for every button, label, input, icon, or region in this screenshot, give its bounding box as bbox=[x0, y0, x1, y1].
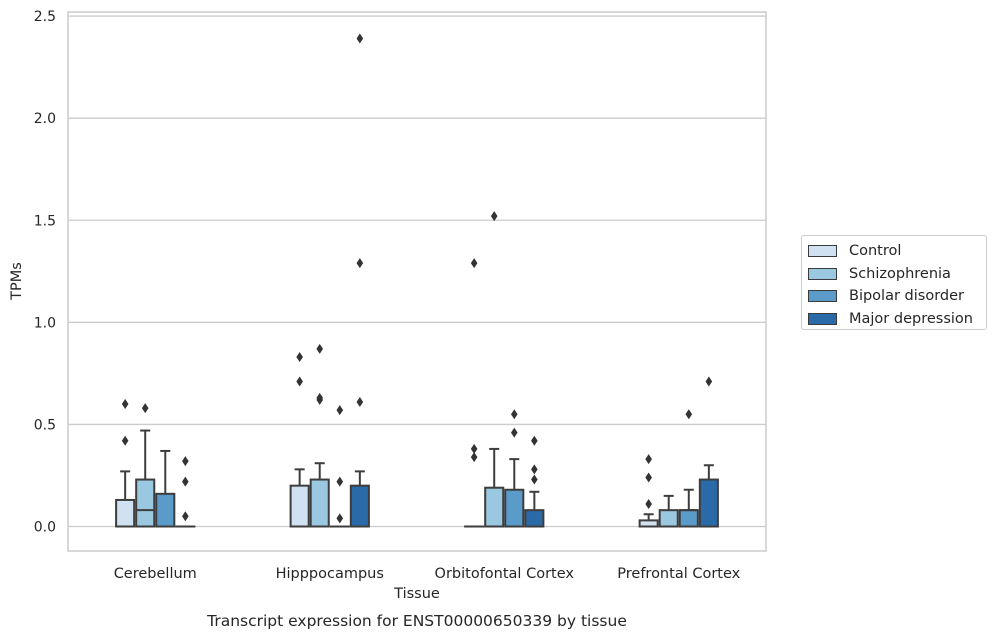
legend-item-control: Control bbox=[808, 240, 986, 263]
legend-label-bipolar-disorder: Bipolar disorder bbox=[849, 288, 964, 305]
outlier-point bbox=[316, 343, 324, 354]
box bbox=[155, 492, 176, 528]
legend-item-schizophrenia: Schizophrenia bbox=[808, 263, 986, 286]
outlier-point bbox=[336, 405, 344, 416]
outlier-point bbox=[645, 454, 652, 465]
outlier-point bbox=[470, 443, 478, 454]
x-axis-ticks: Cerebellum Hipppocampus Orbitofontal Corte… bbox=[114, 566, 741, 582]
legend-label-control: Control bbox=[849, 243, 902, 260]
y-tick-label: 1.5 bbox=[34, 213, 56, 229]
box-group bbox=[524, 435, 545, 528]
outlier-point bbox=[296, 352, 303, 363]
outlier-point bbox=[182, 476, 189, 487]
box bbox=[135, 478, 156, 528]
outlier-point bbox=[356, 33, 364, 44]
box-group bbox=[678, 409, 699, 528]
y-tick-label: 0.5 bbox=[34, 417, 56, 433]
legend-swatch-bipolar-disorder bbox=[808, 290, 837, 303]
box-group bbox=[504, 409, 525, 528]
box bbox=[484, 486, 505, 528]
outlier-point bbox=[356, 258, 364, 269]
outlier-point bbox=[510, 409, 518, 420]
boxes bbox=[115, 33, 719, 528]
outlier-point bbox=[470, 452, 478, 463]
y-tick-label: 2.5 bbox=[34, 9, 56, 25]
y-axis-ticks: 0.0 0.5 1.0 1.5 2.0 2.5 bbox=[34, 9, 56, 535]
outlier-point bbox=[336, 476, 344, 487]
legend-label-schizophrenia: Schizophrenia bbox=[849, 265, 951, 282]
box-group bbox=[115, 399, 136, 528]
y-tick-label: 0.0 bbox=[34, 520, 56, 536]
legend-label-major-depression: Major depression bbox=[849, 310, 973, 327]
outlier-point bbox=[296, 376, 303, 387]
box-group bbox=[484, 211, 505, 528]
box-group bbox=[289, 352, 310, 528]
box bbox=[698, 478, 719, 528]
plot-area bbox=[67, 11, 767, 552]
outlier-point bbox=[510, 427, 518, 438]
x-tick-label: Cerebellum bbox=[114, 566, 197, 582]
outlier-point bbox=[490, 211, 498, 222]
box-group bbox=[349, 33, 370, 528]
outlier-point bbox=[645, 499, 652, 510]
box bbox=[309, 478, 330, 528]
x-tick-label: Hipppocampus bbox=[276, 566, 384, 582]
outlier-point bbox=[470, 258, 478, 269]
x-tick-label: Prefrontal Cortex bbox=[617, 566, 740, 582]
outlier-point bbox=[356, 396, 364, 407]
box bbox=[658, 509, 679, 528]
outlier-point bbox=[141, 403, 149, 414]
box-group bbox=[698, 376, 719, 528]
outlier-point bbox=[531, 464, 538, 475]
legend-swatch-schizophrenia bbox=[808, 267, 837, 280]
outlier-point bbox=[316, 392, 324, 403]
legend-item-major-depression: Major depression bbox=[808, 308, 986, 331]
box-group bbox=[175, 456, 196, 528]
outlier-point bbox=[182, 456, 189, 467]
outlier-point bbox=[685, 409, 693, 420]
outlier-point bbox=[121, 435, 129, 446]
y-tick-label: 1.0 bbox=[34, 315, 56, 331]
outlier-point bbox=[531, 435, 538, 446]
x-tick-label: Orbitofontal Cortex bbox=[435, 566, 575, 582]
outlier-point bbox=[645, 472, 652, 483]
box bbox=[115, 498, 136, 528]
legend-swatch-major-depression bbox=[808, 312, 837, 325]
chart-title: Transcript expression for ENST0000065033… bbox=[206, 612, 627, 630]
outlier-point bbox=[705, 376, 713, 387]
box bbox=[349, 484, 370, 528]
box-group bbox=[309, 343, 330, 528]
y-axis-label: TPMs bbox=[9, 262, 25, 301]
box-group bbox=[464, 258, 485, 528]
box bbox=[289, 484, 310, 528]
legend-item-bipolar-disorder: Bipolar disorder bbox=[808, 285, 986, 308]
box-group bbox=[329, 405, 350, 528]
box bbox=[504, 488, 525, 528]
box bbox=[678, 509, 699, 528]
outlier-point bbox=[121, 399, 129, 409]
y-tick-label: 2.0 bbox=[34, 111, 56, 127]
box-group bbox=[638, 454, 659, 528]
box-group bbox=[135, 403, 156, 528]
box bbox=[524, 509, 545, 528]
outlier-point bbox=[336, 513, 344, 524]
outlier-point bbox=[182, 511, 189, 522]
box-group bbox=[155, 449, 176, 528]
x-axis-label: Tissue bbox=[393, 586, 440, 602]
legend: Control Schizophrenia Bipolar disorder M… bbox=[801, 235, 987, 330]
box-group bbox=[658, 494, 679, 528]
outlier-point bbox=[531, 474, 538, 485]
legend-swatch-control bbox=[808, 245, 837, 258]
